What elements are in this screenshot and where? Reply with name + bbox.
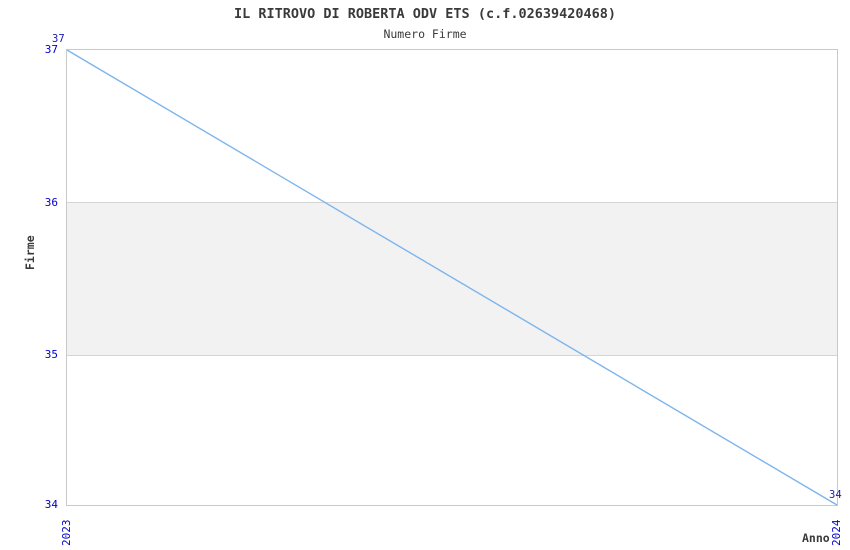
data-point-label-2024: 34 — [829, 489, 842, 501]
chart-subtitle: Numero Firme — [383, 27, 467, 41]
chart-title: IL RITROVO DI ROBERTA ODV ETS (c.f.02639… — [233, 6, 616, 22]
data-point-label-2023: 37 — [52, 33, 65, 45]
series-line-group — [66, 49, 838, 506]
plot-area — [66, 49, 838, 506]
y-tick-label-36: 36 — [44, 196, 58, 209]
y-tick-label-37: 37 — [44, 43, 58, 56]
y-axis-band — [67, 202, 837, 355]
gridline-36 — [67, 202, 837, 204]
y-axis-title: Firme — [23, 235, 37, 270]
x-tick-label-2024: 2024 — [830, 519, 843, 547]
series-line-numero-firme — [66, 49, 838, 506]
x-axis-title: Anno — [802, 531, 830, 545]
gridline-35 — [67, 354, 837, 356]
y-tick-label-34: 34 — [44, 498, 58, 511]
y-tick-label-35: 35 — [44, 348, 58, 361]
x-tick-label-2023: 2023 — [60, 519, 73, 547]
